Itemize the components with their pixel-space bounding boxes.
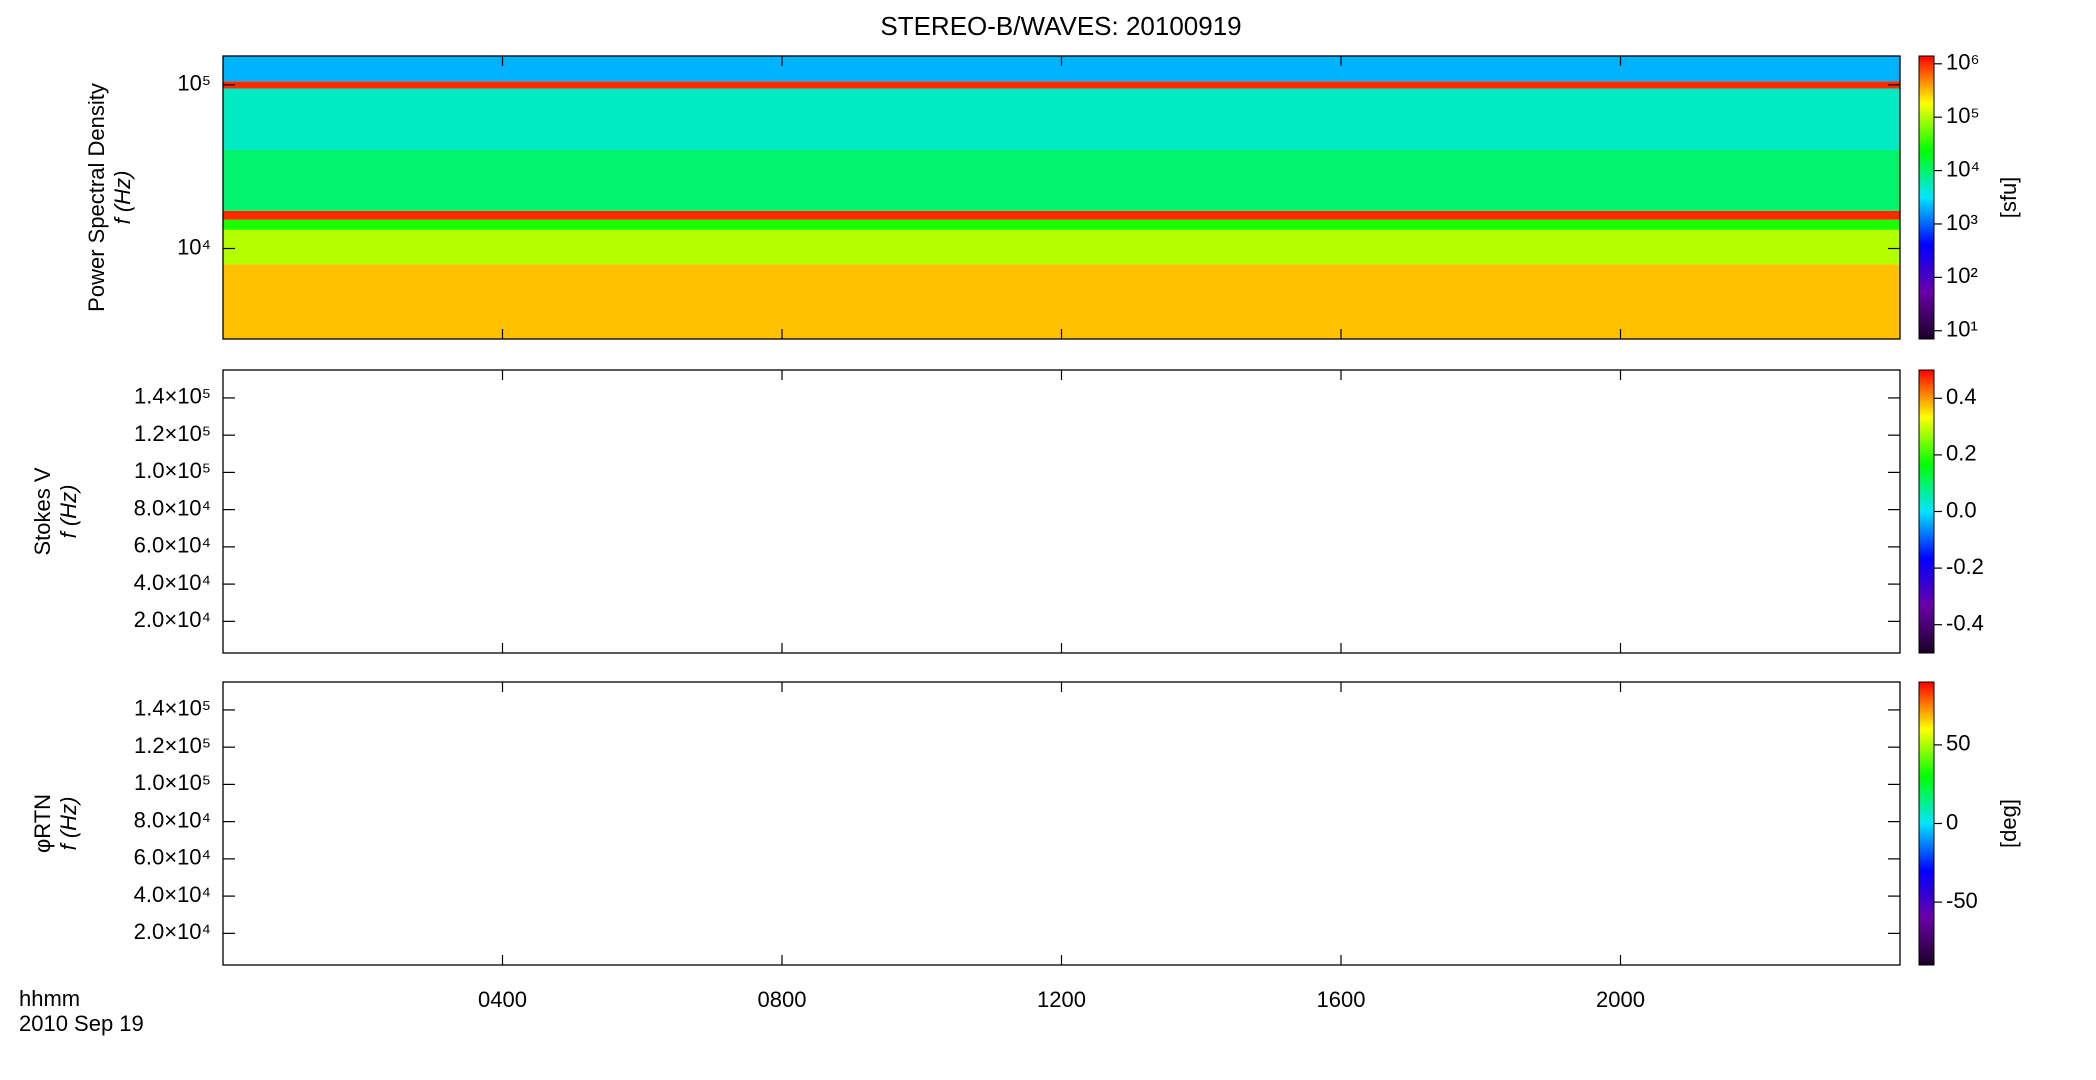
colorbar xyxy=(1918,55,1935,340)
spectrogram-band xyxy=(223,219,1900,230)
y-tick-label: 6.0×10⁴ xyxy=(134,533,211,558)
y-tick-label: 10⁵ xyxy=(177,71,211,96)
colorbar-tick-label: -0.4 xyxy=(1946,611,1984,636)
y-axis-label: f (Hz) xyxy=(56,485,81,539)
x-tick-label: 0800 xyxy=(758,987,807,1012)
colorbar-tick-label: -50 xyxy=(1946,888,1978,913)
colorbar-tick-label: 0.4 xyxy=(1946,384,1977,409)
plot-frame xyxy=(222,369,1901,654)
plot-frame xyxy=(222,681,1901,966)
spectrogram-band xyxy=(223,264,1900,339)
x-tick-label: 0400 xyxy=(478,987,527,1012)
colorbar-tick-label: 0.2 xyxy=(1946,441,1977,466)
colorbar-label: [deg] xyxy=(1996,799,2021,848)
spectrogram-band xyxy=(223,210,1900,220)
date-label: 2010 Sep 19 xyxy=(19,1011,144,1036)
y-axis-label: Stokes V xyxy=(30,467,55,555)
spectrogram-band xyxy=(223,229,1900,265)
colorbar xyxy=(1918,369,1935,654)
y-tick-label: 1.4×10⁵ xyxy=(134,696,211,721)
y-axis-label: f (Hz) xyxy=(110,171,135,225)
colorbar-tick-label: 10¹ xyxy=(1946,317,1978,342)
spectrogram-band xyxy=(223,81,1900,89)
colorbar-tick-label: 50 xyxy=(1946,731,1970,756)
colorbar-tick-label: 0 xyxy=(1946,809,1958,834)
colorbar-tick-label: 10⁶ xyxy=(1946,50,1980,75)
colorbar-tick-label: -0.2 xyxy=(1946,554,1984,579)
y-tick-label: 4.0×10⁴ xyxy=(134,882,211,907)
y-tick-label: 1.4×10⁵ xyxy=(134,384,211,409)
colorbar-tick-label: 10⁴ xyxy=(1946,156,1980,181)
y-axis-label: φRTN xyxy=(30,794,55,853)
colorbar-label: [sfu] xyxy=(1996,177,2021,219)
y-tick-label: 4.0×10⁴ xyxy=(134,570,211,595)
spectrogram-band xyxy=(223,88,1900,150)
x-tick-label: 1200 xyxy=(1037,987,1086,1012)
y-tick-label: 1.0×10⁵ xyxy=(134,458,211,483)
x-axis-label: hhmm xyxy=(19,986,80,1011)
y-tick-label: 1.2×10⁵ xyxy=(134,733,211,758)
colorbar xyxy=(1918,681,1935,966)
y-tick-label: 1.0×10⁵ xyxy=(134,770,211,795)
y-tick-label: 8.0×10⁴ xyxy=(134,807,211,832)
y-axis-label: f (Hz) xyxy=(56,797,81,851)
y-tick-label: 10⁴ xyxy=(177,234,211,259)
x-tick-label: 2000 xyxy=(1596,987,1645,1012)
y-tick-label: 2.0×10⁴ xyxy=(134,919,211,944)
colorbar-tick-label: 10² xyxy=(1946,263,1978,288)
y-tick-label: 8.0×10⁴ xyxy=(134,495,211,520)
y-axis-label: Power Spectral Density xyxy=(84,83,109,312)
colorbar-tick-label: 10³ xyxy=(1946,210,1978,235)
y-tick-label: 6.0×10⁴ xyxy=(134,845,211,870)
spectrogram-band xyxy=(223,149,1900,211)
x-tick-label: 1600 xyxy=(1317,987,1366,1012)
colorbar-tick-label: 0.0 xyxy=(1946,497,1977,522)
chart-title: STEREO-B/WAVES: 20100919 xyxy=(880,11,1241,41)
y-tick-label: 2.0×10⁴ xyxy=(134,607,211,632)
colorbar-tick-label: 10⁵ xyxy=(1946,103,1980,128)
y-tick-label: 1.2×10⁵ xyxy=(134,421,211,446)
